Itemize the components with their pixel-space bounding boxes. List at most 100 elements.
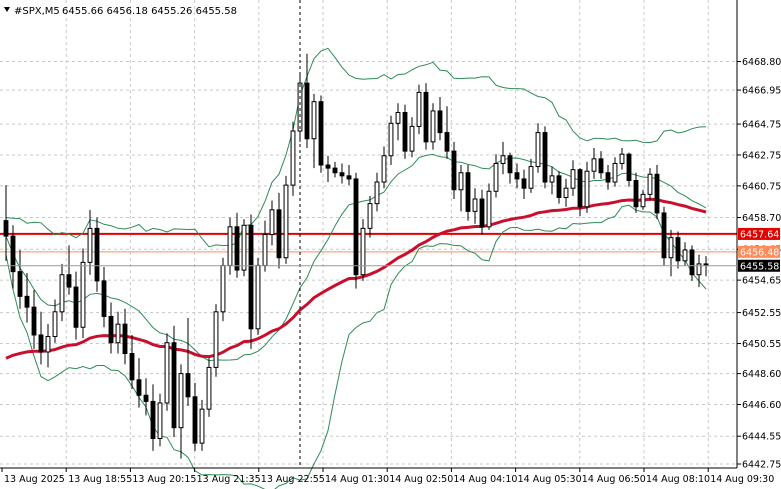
time-tick-label: 13 Aug 18:55 xyxy=(68,474,132,485)
candle-bull xyxy=(395,111,401,124)
candle-bear xyxy=(542,132,548,183)
candle-bear xyxy=(346,175,352,180)
price-tick-label: 6454.65 xyxy=(742,276,781,287)
level-price-tag-label: 6457.64 xyxy=(740,229,779,240)
candle-bull xyxy=(528,166,534,189)
time-tick-label: 14 Aug 09:30 xyxy=(710,474,774,485)
time-tick-label: 13 Aug 20:15 xyxy=(132,474,196,485)
ohlc-values: 6455.66 6456.18 6455.26 6455.58 xyxy=(62,6,237,17)
level-price-tag-label: 6456.48 xyxy=(740,247,779,258)
candle-bull xyxy=(178,373,184,429)
candle-bull xyxy=(115,323,121,344)
symbol-label: #SPX,M5 xyxy=(14,6,60,17)
candle-bear xyxy=(577,169,583,208)
candle-bull xyxy=(493,162,499,192)
time-tick-label: 13 Aug 21:35 xyxy=(197,474,261,485)
candle-bull xyxy=(472,198,478,212)
time-tick-label: 14 Aug 04:10 xyxy=(453,474,517,485)
candle-bear xyxy=(325,164,331,169)
candle-bull xyxy=(591,158,597,172)
candle-bull xyxy=(283,184,289,259)
candle-bear xyxy=(402,111,408,152)
candles xyxy=(3,53,709,459)
candle-bear xyxy=(101,280,107,317)
candle-bear xyxy=(339,172,345,177)
candle-bull xyxy=(535,132,541,168)
current-price-tag-label: 6455.58 xyxy=(740,261,779,272)
candle-bull xyxy=(297,82,303,132)
candle-bear xyxy=(24,295,30,308)
price-tick-label: 6460.75 xyxy=(742,181,781,192)
candle-bear xyxy=(689,249,695,276)
candle-bear xyxy=(129,353,135,381)
candle-bear xyxy=(451,150,457,191)
candle-bear xyxy=(318,101,324,166)
candle-bull xyxy=(290,130,296,186)
candle-bull xyxy=(262,234,268,266)
candle-bull xyxy=(612,162,618,183)
candle-bear xyxy=(31,306,37,336)
candle-bear xyxy=(437,110,443,134)
candle-bull xyxy=(311,101,317,140)
candle-bull xyxy=(269,209,275,236)
candle-bear xyxy=(633,179,639,208)
candle-bull xyxy=(367,203,373,229)
candle-bull xyxy=(430,110,436,143)
level-price-tag xyxy=(738,245,780,258)
candle-bear xyxy=(598,158,604,174)
candle-bear xyxy=(66,274,72,288)
horizontal-levels[interactable] xyxy=(0,232,737,253)
candle-bear xyxy=(332,167,338,174)
time-tick-label: 14 Aug 08:10 xyxy=(646,474,710,485)
candle-bull xyxy=(241,224,247,271)
candle-bull xyxy=(584,170,590,208)
price-tick-label: 6466.95 xyxy=(742,86,781,97)
time-tick-label: 13 Aug 2025 xyxy=(4,474,65,485)
candle-bull xyxy=(696,263,702,276)
candle-bear xyxy=(444,132,450,152)
candle-bear xyxy=(3,220,9,237)
time-tick-label: 14 Aug 01:30 xyxy=(325,474,389,485)
candle-bear xyxy=(703,263,709,266)
level-price-tag xyxy=(738,227,780,240)
candle-bull xyxy=(374,181,380,205)
candle-bear xyxy=(654,173,660,214)
candle-bull xyxy=(647,173,653,195)
candle-bear xyxy=(661,212,667,259)
price-tick-label: 6452.55 xyxy=(742,308,781,319)
chart-menu-triangle-icon[interactable] xyxy=(4,7,10,12)
time-tick-label: 13 Aug 22:55 xyxy=(261,474,325,485)
candle-bear xyxy=(465,172,471,212)
candle-bull xyxy=(59,274,65,313)
candle-bear xyxy=(556,175,562,198)
price-tick-label: 6450.55 xyxy=(742,339,781,350)
candle-bear xyxy=(17,271,23,297)
price-tick-label: 6462.75 xyxy=(742,150,781,161)
candle-bear xyxy=(276,209,282,259)
price-tick-label: 6446.60 xyxy=(742,400,781,411)
time-tick-label: 14 Aug 02:50 xyxy=(389,474,453,485)
candle-bear xyxy=(234,226,240,271)
candle-bull xyxy=(360,227,366,276)
candle-bull xyxy=(640,193,646,208)
candle-bear xyxy=(626,153,632,181)
candle-bear xyxy=(94,227,100,282)
candle-bear xyxy=(605,172,611,183)
price-tick-label: 6464.75 xyxy=(742,120,781,131)
candle-bear xyxy=(73,286,79,328)
axes xyxy=(0,0,738,469)
candle-bear xyxy=(192,396,198,444)
candle-bear xyxy=(248,224,254,330)
candle-bull xyxy=(570,169,576,189)
bollinger-upper-line xyxy=(5,47,707,248)
candle-bull xyxy=(227,226,233,266)
candle-bear xyxy=(185,373,191,398)
candle-bear xyxy=(136,379,142,396)
candle-bull xyxy=(416,91,422,127)
candle-bear xyxy=(514,172,520,180)
price-tick-label: 6444.55 xyxy=(742,432,781,443)
candle-bull xyxy=(409,125,415,152)
current-price-tag xyxy=(738,259,780,272)
candle-bear xyxy=(122,323,128,355)
